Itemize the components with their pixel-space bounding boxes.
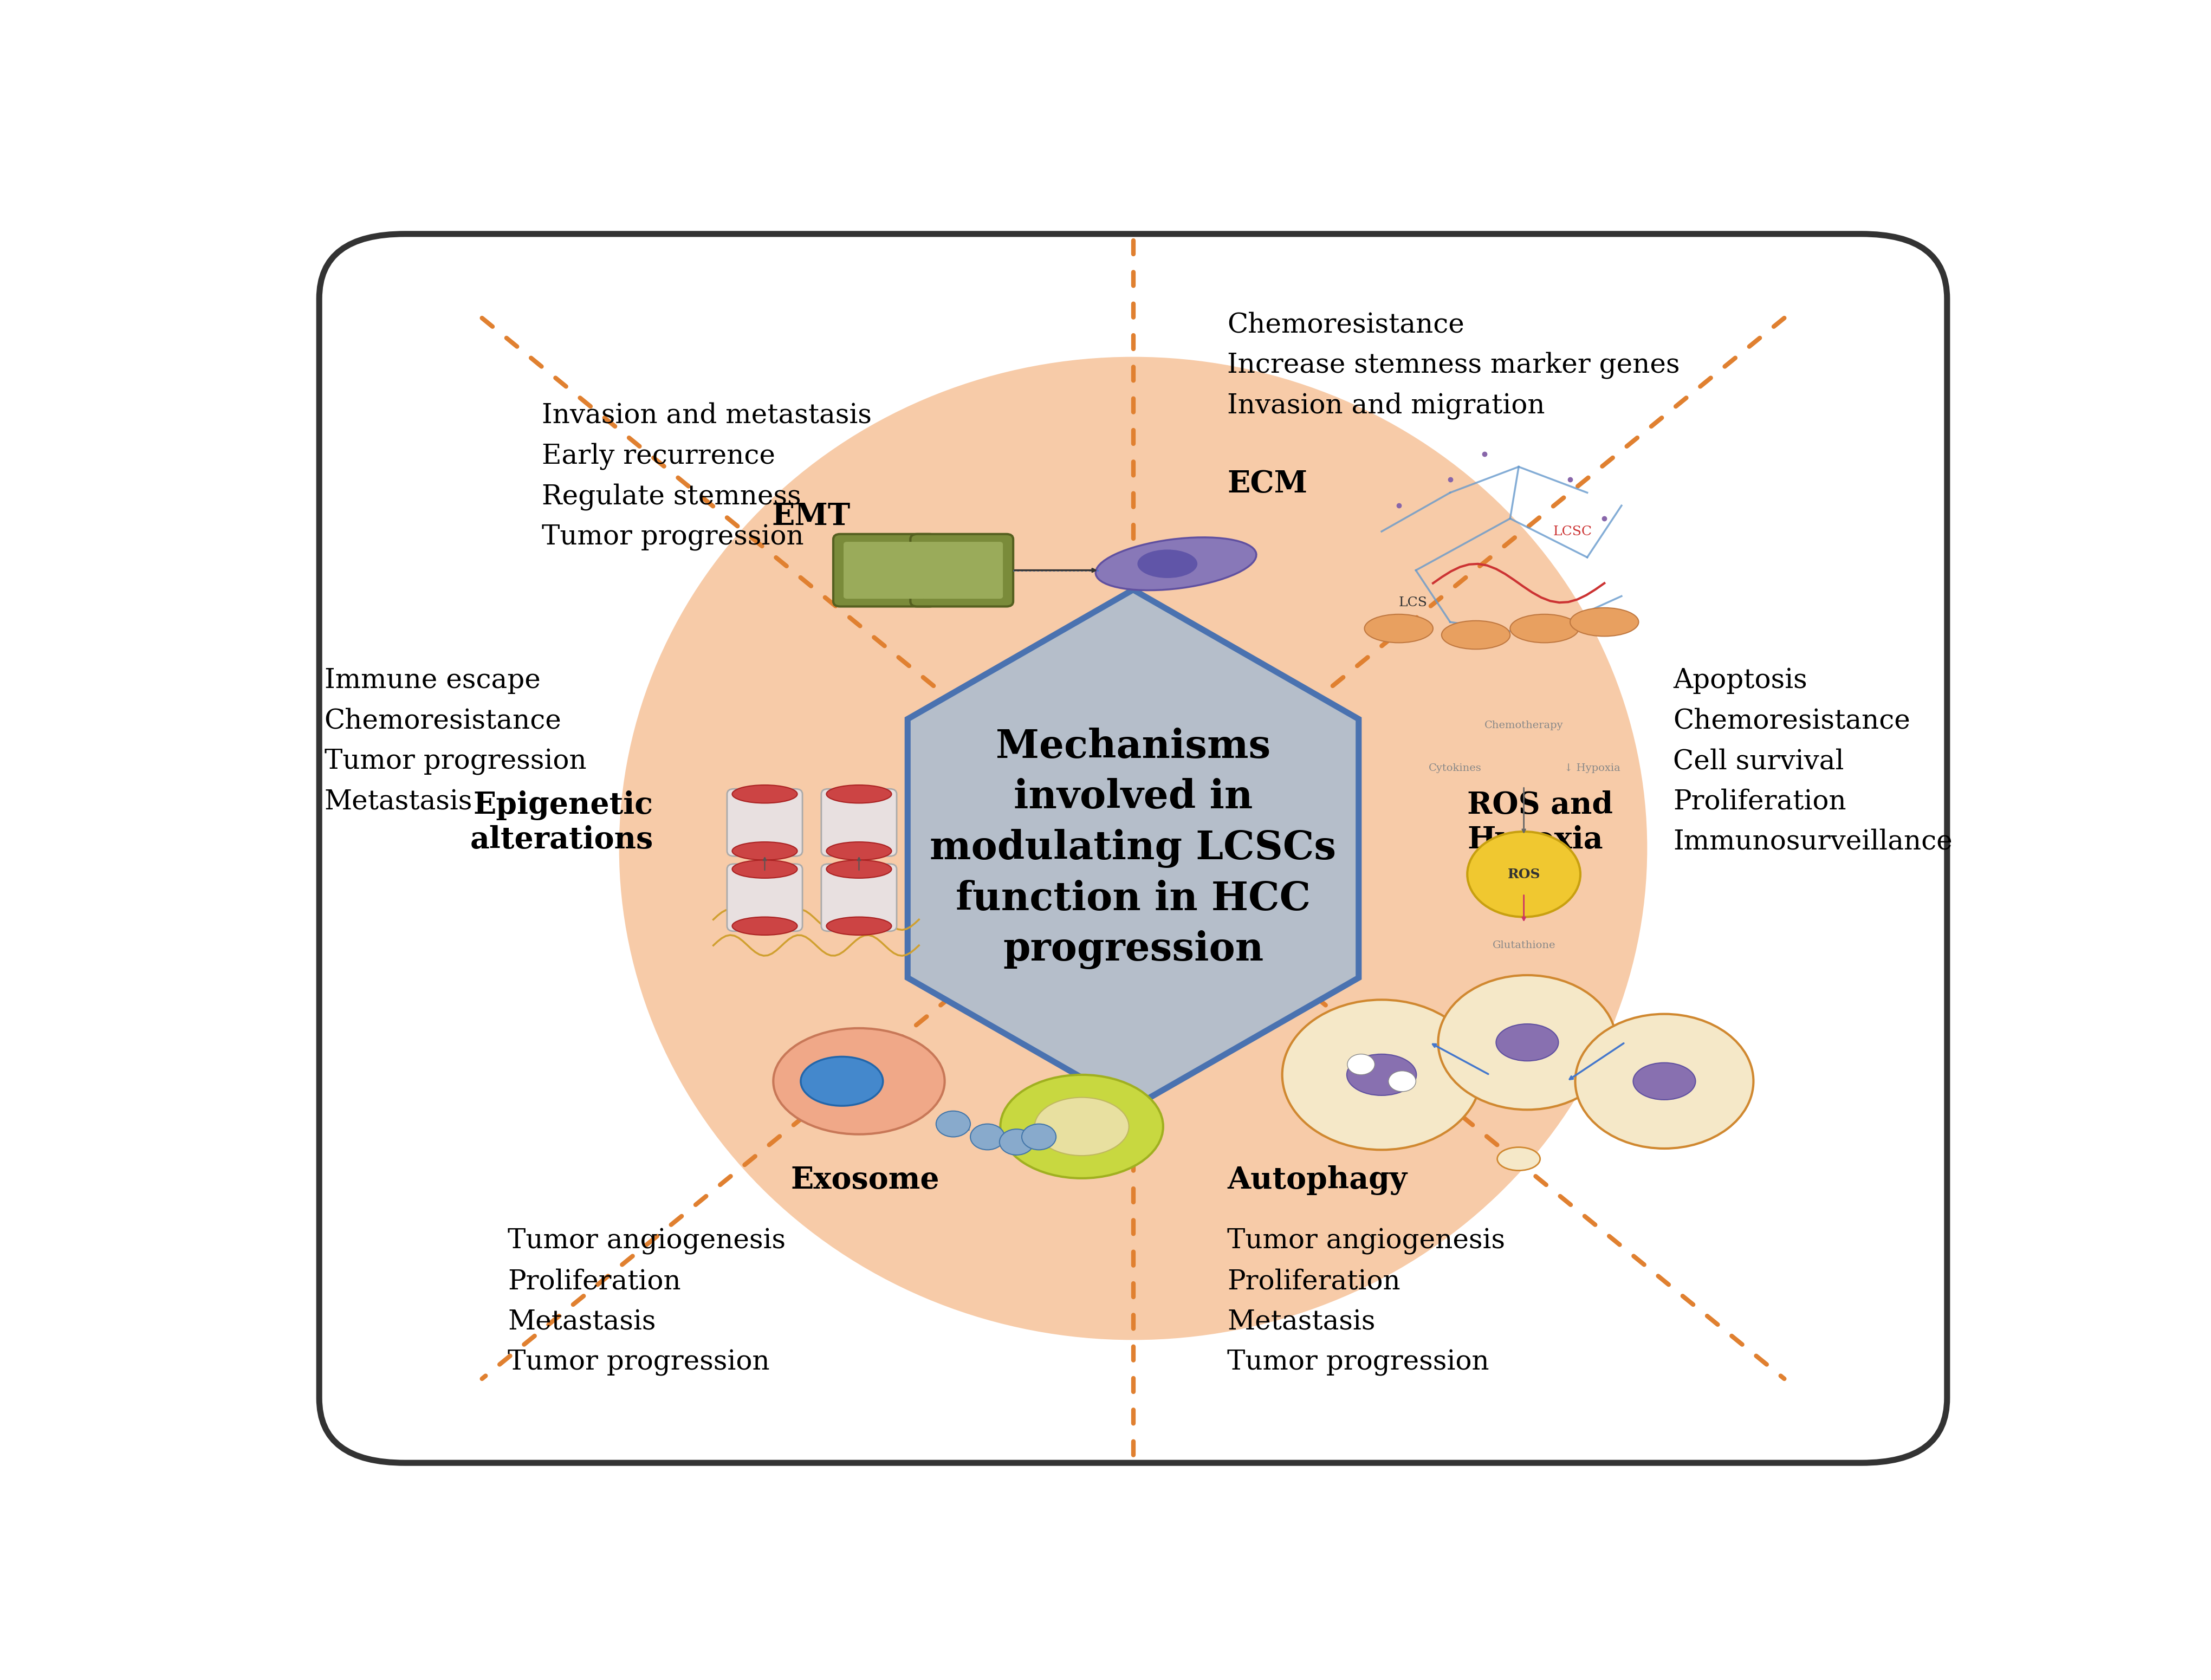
Text: Tumor angiogenesis
Proliferation
Metastasis
Tumor progression: Tumor angiogenesis Proliferation Metasta… [509, 1228, 785, 1376]
Ellipse shape [619, 356, 1647, 1341]
Text: Immune escape
Chemoresistance
Tumor progression
Metastasis: Immune escape Chemoresistance Tumor prog… [325, 667, 586, 815]
Ellipse shape [1570, 608, 1638, 637]
Ellipse shape [732, 842, 798, 860]
Ellipse shape [999, 1075, 1163, 1178]
Ellipse shape [827, 860, 891, 879]
Text: LCSC: LCSC [1552, 526, 1592, 538]
Ellipse shape [1035, 1097, 1130, 1156]
Ellipse shape [1346, 1053, 1417, 1095]
FancyBboxPatch shape [820, 864, 898, 931]
Ellipse shape [1497, 1023, 1559, 1062]
Circle shape [999, 1129, 1035, 1154]
Ellipse shape [732, 785, 798, 803]
Text: Exosome: Exosome [792, 1166, 940, 1194]
FancyBboxPatch shape [911, 534, 1013, 606]
Ellipse shape [1497, 1147, 1541, 1171]
Circle shape [1282, 1000, 1481, 1149]
Text: ECM: ECM [1227, 469, 1307, 499]
Ellipse shape [827, 917, 891, 936]
Circle shape [1021, 1124, 1057, 1149]
FancyBboxPatch shape [727, 864, 803, 931]
Ellipse shape [827, 842, 891, 860]
Text: Chemoresistance
Increase stemness marker genes
Invasion and migration: Chemoresistance Increase stemness marker… [1227, 311, 1680, 420]
Ellipse shape [1136, 549, 1198, 578]
Text: ROS: ROS [1508, 869, 1541, 880]
FancyBboxPatch shape [834, 534, 935, 606]
Ellipse shape [1634, 1063, 1696, 1100]
Ellipse shape [774, 1028, 944, 1134]
Text: Glutathione: Glutathione [1492, 941, 1554, 951]
Circle shape [1389, 1070, 1415, 1092]
Ellipse shape [1364, 615, 1433, 643]
Ellipse shape [1442, 620, 1510, 648]
Circle shape [935, 1110, 971, 1137]
Ellipse shape [800, 1057, 882, 1105]
FancyBboxPatch shape [727, 790, 803, 857]
Ellipse shape [827, 785, 891, 803]
Text: Cytokines: Cytokines [1428, 763, 1481, 773]
Text: Tumor angiogenesis
Proliferation
Metastasis
Tumor progression: Tumor angiogenesis Proliferation Metasta… [1227, 1228, 1506, 1376]
Text: Epigenetic
alterations: Epigenetic alterations [471, 790, 654, 855]
Circle shape [1346, 1053, 1375, 1075]
Text: EMT: EMT [772, 502, 851, 531]
Text: Chemotherapy: Chemotherapy [1484, 721, 1563, 731]
FancyBboxPatch shape [845, 543, 926, 598]
Circle shape [1574, 1015, 1753, 1149]
Ellipse shape [1510, 615, 1579, 643]
Text: Autophagy: Autophagy [1227, 1166, 1408, 1194]
FancyBboxPatch shape [820, 790, 898, 857]
FancyBboxPatch shape [318, 234, 1948, 1463]
Circle shape [1468, 832, 1581, 917]
Text: ↓ Hypoxia: ↓ Hypoxia [1563, 763, 1621, 773]
Ellipse shape [732, 917, 798, 936]
Polygon shape [909, 590, 1358, 1107]
Ellipse shape [732, 860, 798, 879]
Text: ROS and
Hypoxia: ROS and Hypoxia [1468, 790, 1614, 855]
Ellipse shape [1097, 538, 1256, 590]
Text: LCS: LCS [1400, 596, 1428, 610]
Circle shape [971, 1124, 1004, 1149]
Text: Mechanisms
involved in
modulating LCSCs
function in HCC
progression: Mechanisms involved in modulating LCSCs … [931, 727, 1335, 969]
Text: Invasion and metastasis
Early recurrence
Regulate stemness
Tumor progression: Invasion and metastasis Early recurrence… [542, 402, 871, 551]
FancyBboxPatch shape [920, 543, 1004, 598]
Circle shape [1437, 974, 1616, 1110]
Text: Apoptosis
Chemoresistance
Cell survival
Proliferation
Immunosurveillance: Apoptosis Chemoresistance Cell survival … [1674, 667, 1952, 855]
